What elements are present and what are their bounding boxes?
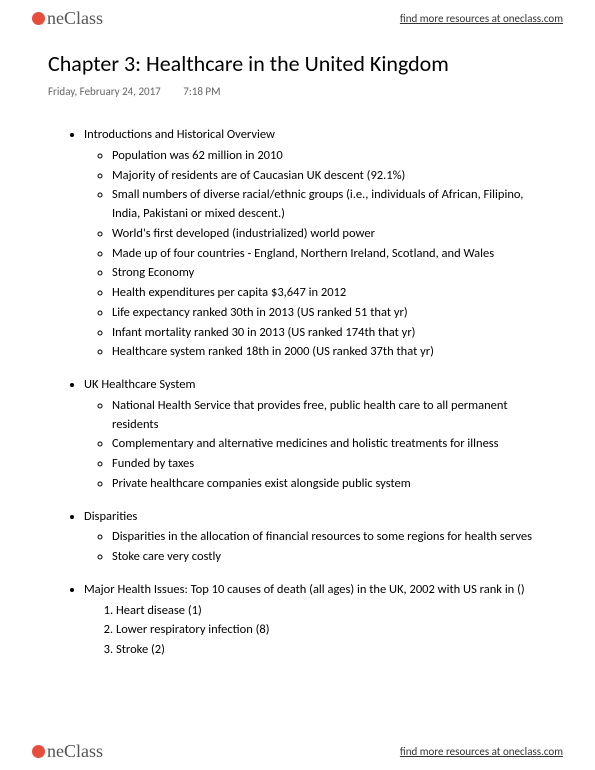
list-item: Disparities in the allocation of financi… xyxy=(112,528,547,547)
list-item: Strong Economy xyxy=(112,264,547,283)
outline-section: UK Healthcare System National Health Serv… xyxy=(84,376,547,494)
section-heading: Disparities xyxy=(84,509,137,524)
list-item: Stoke care very costly xyxy=(112,548,547,567)
list-item: Population was 62 million in 2010 xyxy=(112,147,547,166)
list-item: Health expenditures per capita $3,647 in… xyxy=(112,284,547,303)
brand-name-footer: neClass xyxy=(47,741,103,762)
section-sublist: Disparities in the allocation of financi… xyxy=(84,528,547,567)
section-sublist: Heart disease (1)Lower respiratory infec… xyxy=(84,602,547,660)
footer-tagline-link[interactable]: find more resources at oneclass.com xyxy=(400,745,563,758)
list-item: Life expectancy ranked 30th in 2013 (US … xyxy=(112,304,547,323)
list-item: Complementary and alternative medicines … xyxy=(112,435,547,454)
list-item: Healthcare system ranked 18th in 2000 (U… xyxy=(112,343,547,362)
section-heading: Major Health Issues: Top 10 causes of de… xyxy=(84,582,525,597)
section-sublist: Population was 62 million in 2010Majorit… xyxy=(84,147,547,362)
brand-logo-footer: neClass xyxy=(32,741,103,762)
outline-section: Major Health Issues: Top 10 causes of de… xyxy=(84,581,547,660)
meta-time: 7:18 PM xyxy=(183,85,220,98)
header-bar: neClass find more resources at oneclass.… xyxy=(0,0,595,37)
document-content: Chapter 3: Healthcare in the United King… xyxy=(0,0,595,660)
section-sublist: National Health Service that provides fr… xyxy=(84,397,547,494)
list-item: Private healthcare companies exist along… xyxy=(112,475,547,494)
logo-icon xyxy=(32,745,45,758)
logo-icon xyxy=(32,12,45,25)
header-tagline-link[interactable]: find more resources at oneclass.com xyxy=(400,12,563,25)
section-heading: UK Healthcare System xyxy=(84,377,196,392)
list-item: National Health Service that provides fr… xyxy=(112,397,547,435)
footer-bar: neClass find more resources at oneclass.… xyxy=(0,733,595,770)
brand-logo: neClass xyxy=(32,8,103,29)
list-item: World's first developed (industrialized)… xyxy=(112,225,547,244)
list-item: Stroke (2) xyxy=(116,641,547,660)
document-meta: Friday, February 24, 2017 7:18 PM xyxy=(48,85,547,98)
brand-name: neClass xyxy=(47,8,103,29)
list-item: Lower respiratory infection (8) xyxy=(116,621,547,640)
list-item: Small numbers of diverse racial/ethnic g… xyxy=(112,186,547,224)
list-item: Funded by taxes xyxy=(112,455,547,474)
meta-date: Friday, February 24, 2017 xyxy=(48,85,161,98)
list-item: Majority of residents are of Caucasian U… xyxy=(112,167,547,186)
outline-section: Disparities Disparities in the allocation… xyxy=(84,508,547,567)
list-item: Made up of four countries - England, Nor… xyxy=(112,245,547,264)
page-title: Chapter 3: Healthcare in the United King… xyxy=(48,50,547,77)
outline-section: Introductions and Historical Overview Pop… xyxy=(84,126,547,362)
outline-list: Introductions and Historical Overview Pop… xyxy=(48,126,547,660)
list-item: Infant mortality ranked 30 in 2013 (US r… xyxy=(112,324,547,343)
section-heading: Introductions and Historical Overview xyxy=(84,127,275,142)
list-item: Heart disease (1) xyxy=(116,602,547,621)
